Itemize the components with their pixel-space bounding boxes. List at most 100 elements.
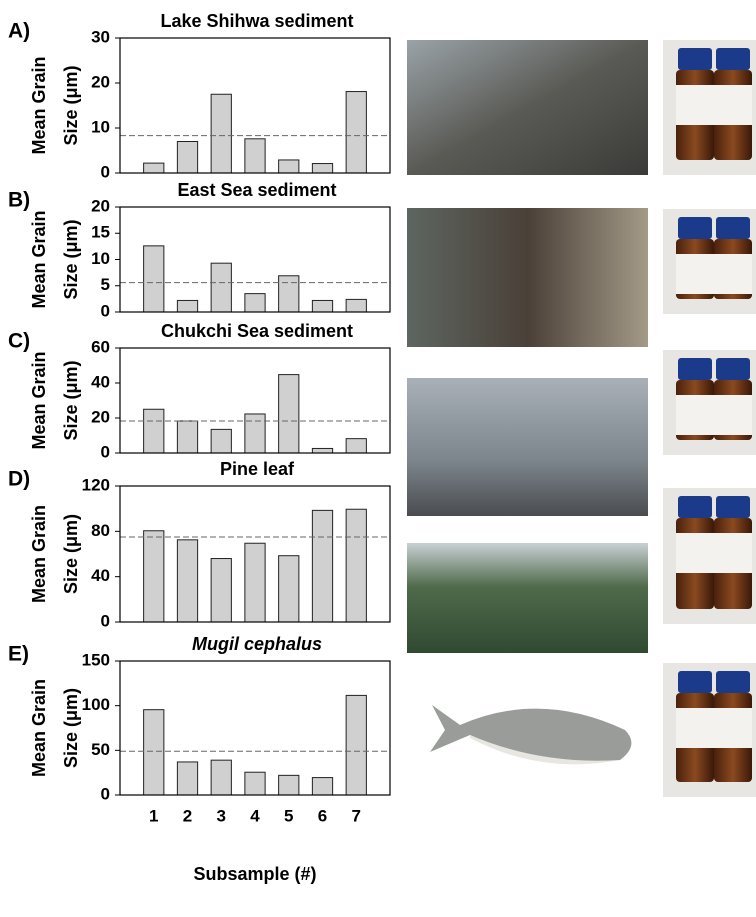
vial-label [676, 85, 714, 125]
vial-label [714, 254, 752, 294]
y-axis-label: Mean Grain [29, 351, 49, 449]
x-tick-label: 4 [250, 806, 260, 825]
panel-label: E) [8, 643, 29, 666]
photo-pine-leaf [407, 543, 648, 653]
bar [279, 556, 299, 622]
panel-label: D) [8, 468, 30, 491]
bar [279, 276, 299, 312]
y-tick-label: 120 [82, 475, 110, 494]
bar [211, 263, 231, 312]
bar [346, 92, 366, 173]
vial-label [676, 533, 714, 573]
photo-fish [430, 705, 631, 764]
bar [245, 543, 265, 622]
bar [245, 772, 265, 795]
vial-label [676, 395, 714, 435]
vial-cap [716, 671, 750, 693]
bar [211, 559, 231, 622]
y-axis-label: Size (μm) [61, 514, 81, 594]
y-tick-label: 0 [101, 442, 110, 461]
bar [177, 142, 197, 174]
bar [245, 414, 265, 453]
bar [279, 160, 299, 173]
figure: A) Lake Shihwa sediment Mean Grain Size (μm… [0, 0, 756, 917]
bar [144, 710, 164, 795]
bar [346, 299, 366, 312]
vial-cap [678, 48, 712, 70]
chart-title: East Sea sediment [177, 180, 336, 200]
vial-cap [678, 496, 712, 518]
bar [144, 531, 164, 622]
y-tick-label: 40 [91, 372, 110, 391]
vial-label [714, 85, 752, 125]
y-tick-label: 0 [101, 611, 110, 630]
vial-cap [716, 48, 750, 70]
bar [245, 294, 265, 312]
bar [312, 448, 332, 453]
y-tick-label: 20 [91, 407, 110, 426]
y-axis-label: Size (μm) [61, 688, 81, 768]
bar [245, 139, 265, 173]
x-tick-label: 3 [217, 806, 226, 825]
y-axis-label: Size (μm) [61, 360, 81, 440]
panel-label: C) [8, 330, 30, 353]
vial-label [714, 708, 752, 748]
chart-title: Mugil cephalus [192, 634, 322, 654]
vial-cap [716, 496, 750, 518]
bar [211, 429, 231, 453]
y-tick-label: 30 [91, 27, 110, 46]
x-tick-label: 7 [352, 806, 361, 825]
bar [211, 94, 231, 173]
bar [144, 163, 164, 173]
bar [312, 778, 332, 795]
panel-label: B) [8, 189, 30, 212]
bar [346, 509, 366, 622]
vial-cap [716, 217, 750, 239]
y-tick-label: 100 [82, 695, 110, 714]
bar [177, 421, 197, 453]
y-axis-label: Mean Grain [29, 505, 49, 603]
vial-cap [716, 358, 750, 380]
vial-label [676, 254, 714, 294]
y-tick-label: 150 [82, 650, 110, 669]
vial-cap [678, 358, 712, 380]
bar [346, 695, 366, 795]
y-tick-label: 10 [91, 249, 110, 268]
bar [144, 246, 164, 312]
y-axis-label: Mean Grain [29, 56, 49, 154]
photo-ship-deck [407, 378, 648, 516]
bar [279, 375, 299, 453]
bar [144, 409, 164, 453]
vial-cap [678, 671, 712, 693]
y-tick-label: 20 [91, 196, 110, 215]
y-tick-label: 0 [101, 784, 110, 803]
y-tick-label: 0 [101, 162, 110, 181]
photos [407, 40, 648, 764]
chart-title: Lake Shihwa sediment [160, 11, 353, 31]
y-tick-label: 10 [91, 117, 110, 136]
vial-label [714, 395, 752, 435]
y-axis-label: Mean Grain [29, 210, 49, 308]
y-tick-label: 20 [91, 72, 110, 91]
y-tick-label: 5 [101, 275, 110, 294]
photo-grab-sampler [407, 40, 648, 175]
y-tick-label: 0 [101, 301, 110, 320]
bar [177, 300, 197, 312]
y-tick-label: 50 [91, 740, 110, 759]
x-tick-label: 1 [149, 806, 158, 825]
photo-sediment [407, 208, 648, 347]
chart-title: Chukchi Sea sediment [161, 321, 353, 341]
y-tick-label: 60 [91, 337, 110, 356]
x-tick-label: 2 [183, 806, 192, 825]
y-tick-label: 40 [91, 566, 110, 585]
bar [346, 439, 366, 453]
y-tick-label: 80 [91, 521, 110, 540]
y-axis-label: Size (μm) [61, 65, 81, 145]
vial-label [676, 708, 714, 748]
bar [177, 762, 197, 795]
bar [211, 760, 231, 795]
y-tick-label: 15 [91, 223, 110, 242]
x-axis-label: Subsample (#) [193, 864, 316, 884]
panel-label: A) [8, 20, 30, 43]
bar [312, 164, 332, 173]
